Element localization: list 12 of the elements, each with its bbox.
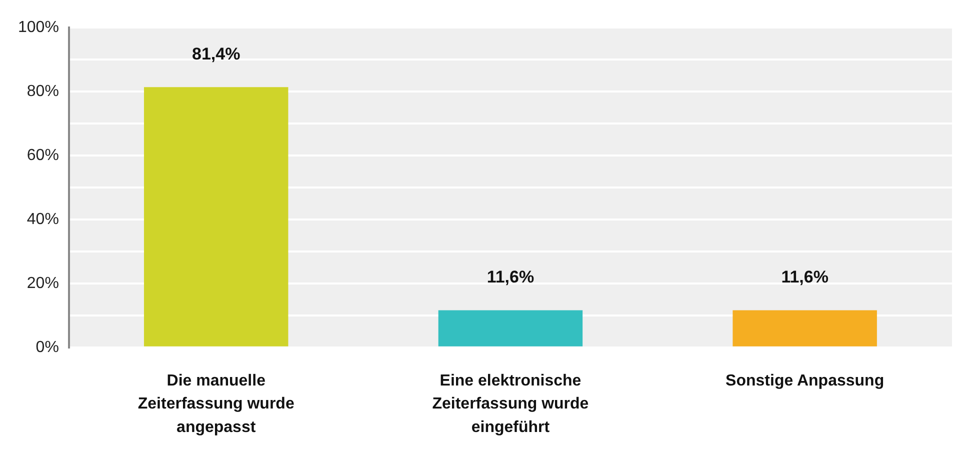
y-tick-label: 100%: [18, 19, 59, 36]
data-label: 11,6%: [486, 267, 534, 286]
data-label: 81,4%: [192, 44, 240, 64]
x-tick-label: Die manuelle Zeiterfassung wurde angepasst: [138, 372, 294, 436]
y-tick-label: 80%: [26, 82, 59, 100]
x-tick-label: Sonstige Anpassung: [726, 372, 884, 390]
y-tick-label: 40%: [26, 210, 59, 228]
data-label: 11,6%: [781, 267, 828, 286]
y-tick-label: 20%: [26, 274, 59, 292]
x-tick-label: Eine elektronische Zeiterfassung wurde eingeführt: [432, 372, 589, 436]
y-tick-label: 60%: [26, 146, 59, 164]
y-tick-label: 0%: [36, 338, 59, 356]
